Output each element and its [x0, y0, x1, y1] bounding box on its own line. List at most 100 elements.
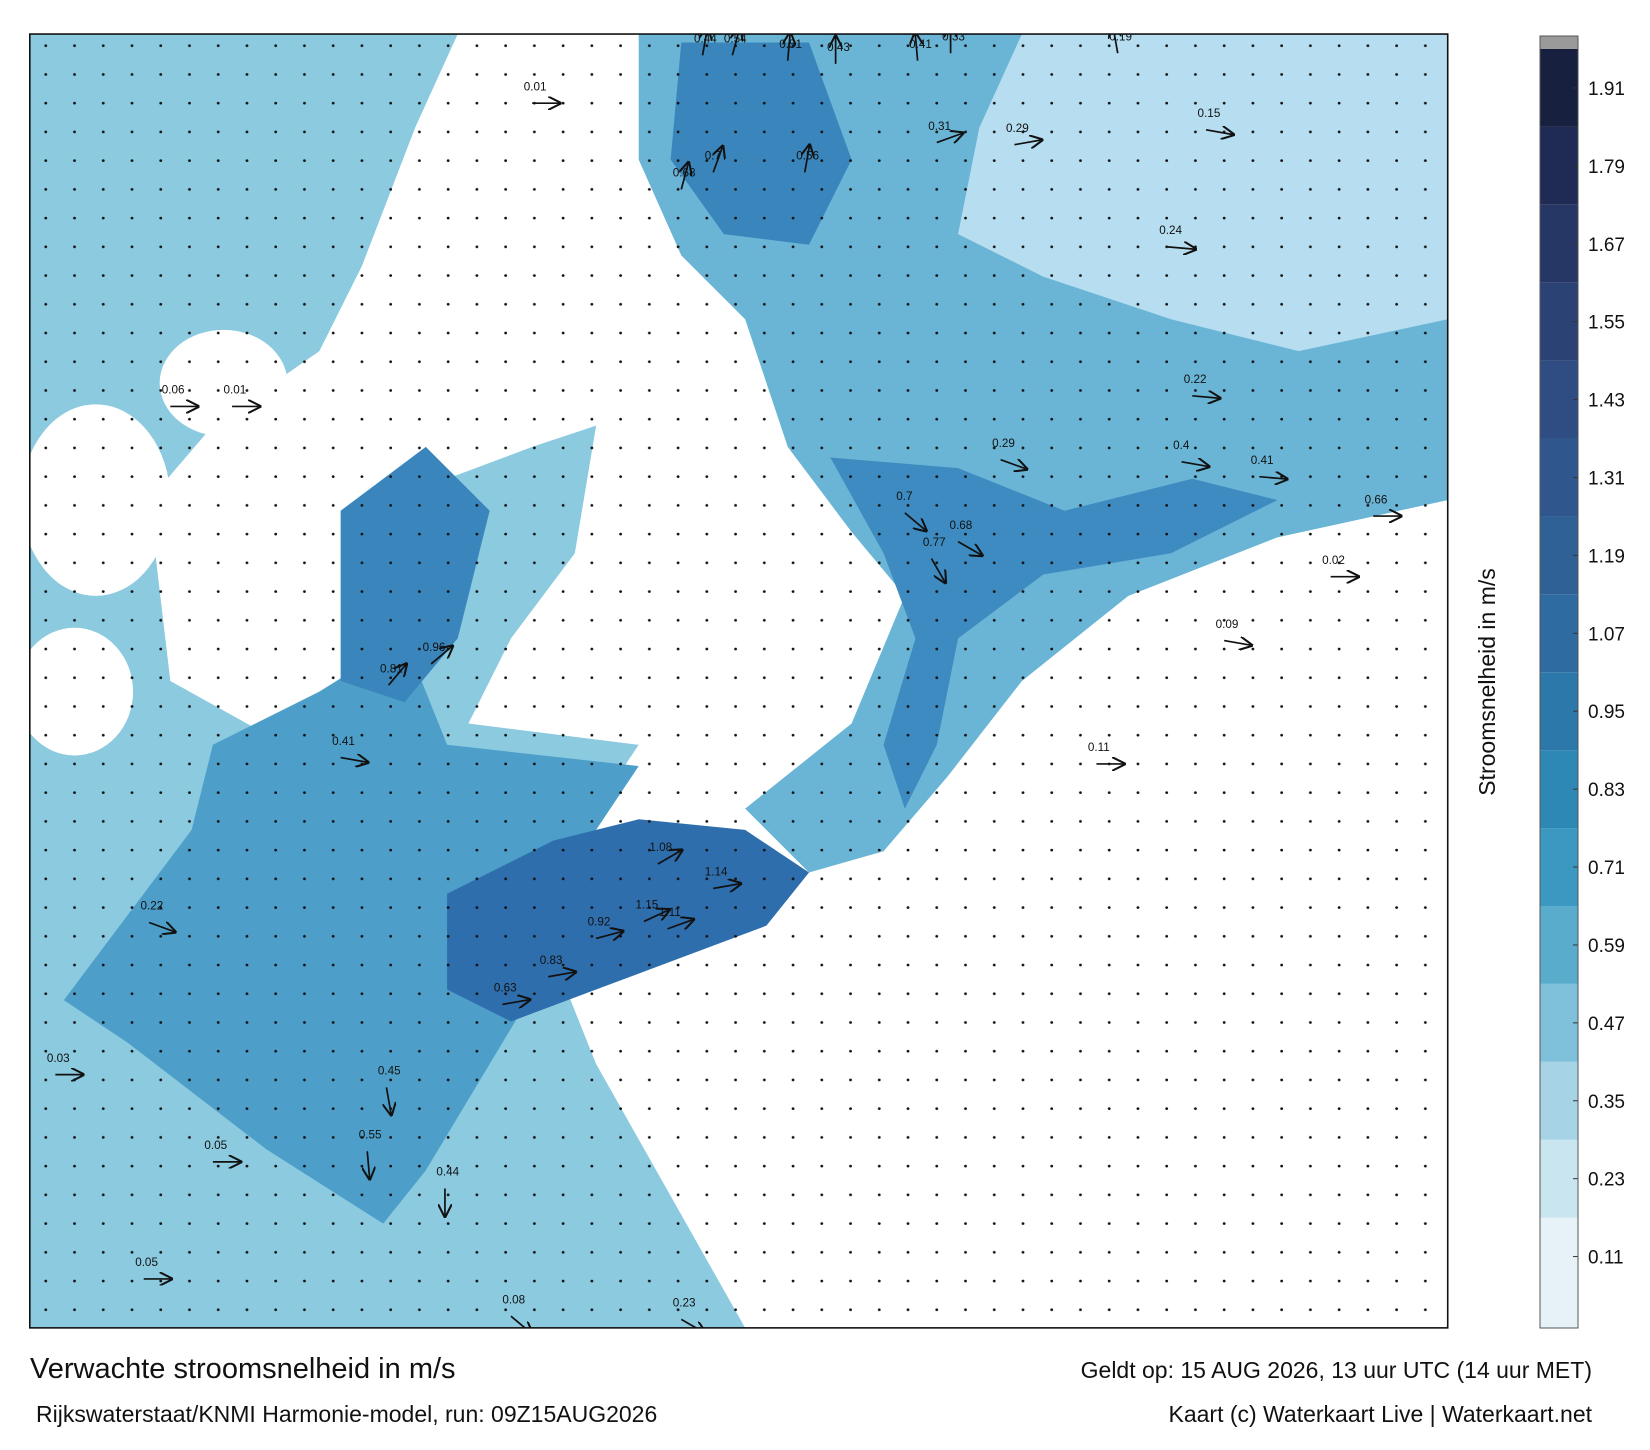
color-band [1540, 594, 1578, 673]
current-label: 0.81 [380, 662, 403, 675]
current-label: 0.06 [162, 384, 185, 397]
current-arrow [386, 1087, 391, 1114]
current-labels: 0.44 0.54 0.51 0.43 0.41 0.33 0.19 0.7 0.68 0.56 0… [47, 30, 1401, 1328]
color-band [1540, 126, 1578, 205]
colorbar-tick-label: 1.67 [1588, 235, 1625, 256]
color-band [1540, 672, 1578, 751]
current-label: 0.22 [1184, 373, 1207, 386]
current-label: 0.68 [673, 167, 696, 180]
current-label: 0.02 [1322, 554, 1345, 567]
current-label: 1.15 [636, 899, 659, 912]
current-label: 0.55 [359, 1128, 382, 1141]
current-label: 0.63 [494, 982, 517, 995]
current-arrow [805, 145, 810, 173]
current-arrow [1224, 641, 1251, 646]
current-label: 0.03 [47, 1052, 70, 1065]
current-arrow [548, 972, 575, 977]
current-label: 0.45 [378, 1065, 401, 1078]
color-band [1540, 282, 1578, 361]
colorbar-label: Stroomsnelheid in m/s [1474, 568, 1500, 796]
colorbar-tick-label: 0.47 [1588, 1014, 1625, 1035]
subtitle: Rijkswaterstaat/KNMI Harmonie-model, run… [36, 1401, 657, 1427]
current-arrow [340, 758, 368, 763]
colorbar-tick-label: 1.79 [1588, 157, 1625, 178]
current-arrow [1113, 34, 1118, 54]
color-band [1540, 438, 1578, 517]
current-label: 0.29 [1006, 122, 1029, 135]
colorbar-tick-label: 0.35 [1588, 1092, 1625, 1113]
current-arrow [510, 1315, 532, 1328]
colorbar-tick-label: 0.23 [1588, 1170, 1625, 1191]
current-arrow [657, 850, 682, 865]
colorbar-tick-label: 1.43 [1588, 391, 1625, 412]
colorbar-tick-label: 1.55 [1588, 313, 1625, 334]
current-label: 0.01 [224, 384, 247, 397]
colorbar-tick-label: 0.11 [1588, 1248, 1624, 1269]
color-band [1540, 516, 1578, 595]
colorbar-tick-label: 1.31 [1588, 468, 1625, 489]
color-band [1540, 1139, 1578, 1218]
current-label: 0.31 [928, 120, 951, 133]
current-label: 0.77 [923, 536, 946, 549]
colorbar-tick-label: 1.07 [1588, 624, 1625, 645]
current-label: 0.43 [827, 41, 850, 54]
current-label: 0.05 [204, 1139, 227, 1152]
current-label: 0.24 [1159, 224, 1182, 237]
current-arrow [667, 919, 693, 928]
current-label: 0.09 [1216, 618, 1239, 631]
color-band [1540, 360, 1578, 439]
current-arrow [732, 34, 739, 56]
current-arrow [1192, 396, 1220, 398]
current-arrow [936, 133, 963, 142]
color-band [1540, 1061, 1578, 1140]
current-arrow [915, 34, 917, 61]
current-label: 0.29 [992, 437, 1015, 450]
colorbar-tick-label: 0.71 [1588, 858, 1625, 879]
current-arrow [1167, 247, 1196, 249]
current-label: 0.83 [540, 954, 563, 967]
current-arrow [1014, 140, 1041, 145]
current-label: 0.15 [1198, 107, 1221, 120]
current-label: 0.33 [942, 30, 965, 43]
credit: Kaart (c) Waterkaart Live | Waterkaart.n… [1168, 1401, 1592, 1427]
title: Verwachte stroomsnelheid in m/s [30, 1353, 456, 1385]
current-arrow [367, 1151, 369, 1179]
current-label: 0.41 [1251, 454, 1274, 467]
color-band [1540, 983, 1578, 1062]
current-label: 1.08 [649, 841, 672, 854]
colorbar-tick-label: 0.95 [1588, 702, 1625, 723]
current-arrow [148, 922, 175, 931]
colorbar-tick-label: 1.91 [1588, 79, 1625, 100]
current-label: 0.4 [1173, 439, 1190, 452]
color-band [1540, 905, 1578, 984]
current-arrow [643, 910, 669, 923]
current-arrow [1181, 462, 1209, 467]
current-label: 1.14 [705, 866, 728, 879]
current-label: 0.56 [796, 150, 819, 163]
current-label: 0.41 [332, 735, 355, 748]
color-band [1540, 1217, 1578, 1328]
current-label: 0.23 [673, 1297, 696, 1310]
current-arrow [595, 931, 623, 938]
colorbar: 0.11 0.23 0.35 0.47 0.59 0.71 0.83 0.95 1.07 1.19… [1539, 35, 1625, 1329]
current-arrow [430, 646, 452, 665]
colorbar-tick-label: 1.19 [1588, 546, 1625, 567]
current-arrow [1259, 477, 1287, 479]
grid-dots [29, 34, 1448, 1328]
current-arrow [387, 664, 407, 686]
colorbar-tick-label: 0.83 [1588, 780, 1625, 801]
current-arrow [957, 540, 982, 556]
current-label: 0.66 [1365, 493, 1388, 506]
map-frame [29, 33, 1449, 1329]
color-cap [1540, 36, 1578, 49]
current-arrow [713, 146, 722, 173]
current-label: 0.19 [1109, 30, 1132, 43]
current-label: 0.44 [436, 1166, 459, 1179]
current-label: 0.44 [694, 33, 717, 46]
colorbar-frame [1539, 35, 1579, 1329]
current-arrow [788, 34, 790, 61]
current-label: 0.54 [724, 33, 747, 46]
current-label: 0.08 [502, 1293, 525, 1306]
current-arrow [1000, 460, 1027, 469]
color-band [1540, 750, 1578, 829]
